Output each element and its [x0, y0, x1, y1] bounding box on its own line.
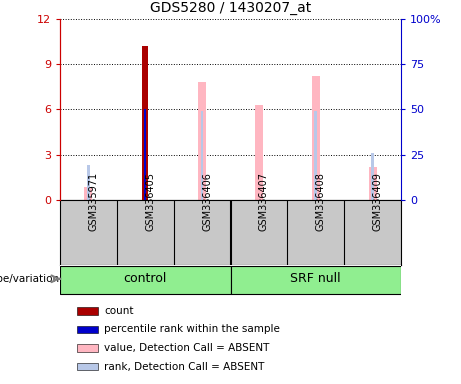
- Bar: [77, 363, 99, 371]
- Bar: [255, 105, 263, 200]
- Title: GDS5280 / 1430207_at: GDS5280 / 1430207_at: [150, 2, 311, 15]
- Text: genotype/variation: genotype/variation: [0, 274, 60, 284]
- Text: control: control: [124, 272, 167, 285]
- Bar: [198, 83, 206, 200]
- FancyBboxPatch shape: [60, 266, 230, 294]
- Text: GSM336405: GSM336405: [145, 172, 155, 231]
- Bar: [369, 167, 377, 200]
- Bar: [142, 46, 148, 200]
- Bar: [201, 111, 203, 200]
- Bar: [144, 109, 146, 200]
- Bar: [312, 76, 319, 200]
- Bar: [77, 326, 99, 333]
- Text: count: count: [104, 306, 134, 316]
- Text: GSM336408: GSM336408: [316, 172, 326, 231]
- Bar: [314, 111, 317, 200]
- Text: GSM336409: GSM336409: [372, 172, 383, 231]
- Text: GSM336407: GSM336407: [259, 172, 269, 231]
- Text: GSM335971: GSM335971: [89, 172, 98, 231]
- Bar: [84, 187, 92, 200]
- Text: SRF null: SRF null: [290, 272, 341, 285]
- Bar: [77, 307, 99, 315]
- Text: rank, Detection Call = ABSENT: rank, Detection Call = ABSENT: [104, 362, 265, 372]
- Bar: [87, 165, 90, 200]
- Text: percentile rank within the sample: percentile rank within the sample: [104, 324, 280, 334]
- Text: GSM336406: GSM336406: [202, 172, 212, 231]
- Bar: [371, 153, 374, 200]
- Bar: [77, 344, 99, 352]
- Text: value, Detection Call = ABSENT: value, Detection Call = ABSENT: [104, 343, 270, 353]
- FancyBboxPatch shape: [230, 266, 401, 294]
